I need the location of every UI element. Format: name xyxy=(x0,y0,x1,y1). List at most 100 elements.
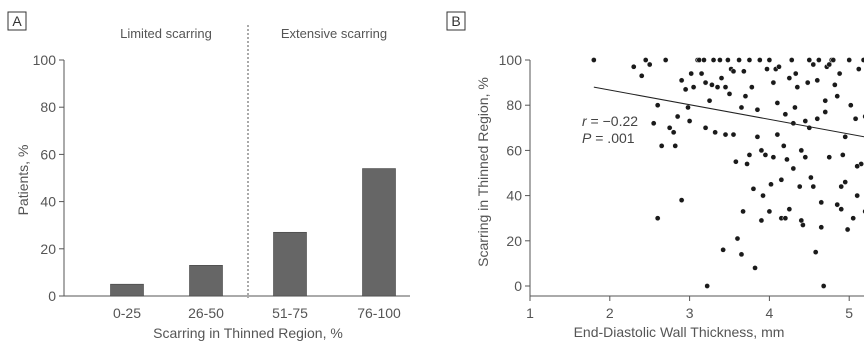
scatter-point xyxy=(826,61,833,68)
scatter-point xyxy=(666,124,673,131)
scatter-point xyxy=(718,75,725,81)
scatter-point xyxy=(796,183,803,190)
scatter-point xyxy=(774,100,781,106)
y-tick-label: 0 xyxy=(48,288,56,304)
scatter-point xyxy=(834,93,841,100)
scatter-point xyxy=(725,57,731,63)
scatter-point xyxy=(710,57,717,63)
scatter-point xyxy=(846,57,853,63)
scatter-point xyxy=(688,70,695,77)
scatter-point xyxy=(733,158,739,165)
scatter-point xyxy=(802,154,809,161)
scatter-point xyxy=(682,86,689,93)
scatter-point xyxy=(726,91,733,97)
scatter-point xyxy=(798,147,805,154)
scatter-point xyxy=(658,143,665,149)
x-tick-label: 5 xyxy=(845,305,853,321)
p-value: = .001 xyxy=(591,130,634,146)
scatter-point xyxy=(642,57,649,63)
bar xyxy=(362,168,396,297)
panel-label-box xyxy=(7,11,27,31)
scatter-point xyxy=(672,143,679,149)
scatter-point xyxy=(738,104,745,111)
scatter-point xyxy=(814,115,821,122)
scatter-point xyxy=(782,215,789,222)
scatter-point xyxy=(770,79,777,86)
panel-label: B xyxy=(451,13,460,29)
scatter-point xyxy=(722,84,729,90)
scatter-point xyxy=(650,120,657,127)
x-tick-label: 4 xyxy=(766,305,774,321)
scatter-point xyxy=(790,165,797,172)
scatter-point xyxy=(836,70,843,77)
scatter-point xyxy=(654,102,661,109)
scatter-point xyxy=(746,57,753,63)
scatter-point xyxy=(758,217,765,224)
p-value-label: P = .001 xyxy=(582,130,635,146)
scatter-point xyxy=(741,68,747,75)
scatter-point xyxy=(788,57,795,63)
scatter-point xyxy=(746,152,753,158)
scatter-point xyxy=(780,143,787,149)
scatter-point xyxy=(776,63,782,70)
scatter-point xyxy=(717,57,723,63)
correlation-label: r = −0.22 xyxy=(582,113,638,129)
x-tick-label: 0-25 xyxy=(113,305,141,321)
scatter-point xyxy=(654,215,661,222)
scatter-point xyxy=(766,208,773,215)
y-tick-label: 80 xyxy=(506,97,522,113)
scatter-point xyxy=(670,129,677,136)
scatter-point xyxy=(702,79,709,86)
scatter-point xyxy=(758,147,765,154)
scatter-point xyxy=(714,84,721,90)
scatter-point xyxy=(678,77,685,84)
scatter-point xyxy=(730,68,737,75)
scatter-point xyxy=(709,82,715,88)
y-tick-label: 40 xyxy=(40,194,56,210)
scatter-point xyxy=(820,283,827,289)
scatter-point xyxy=(764,66,770,72)
scatter-point xyxy=(646,61,653,68)
scatter-point xyxy=(826,154,833,161)
bar xyxy=(110,283,144,297)
scatter-point xyxy=(690,84,697,90)
trend-line xyxy=(593,86,864,138)
scatter-point xyxy=(786,75,793,81)
scatter-point xyxy=(850,215,857,222)
scatter-point xyxy=(702,124,709,131)
scatter-point xyxy=(818,199,825,206)
scatter-point xyxy=(854,163,861,170)
scatter-point xyxy=(685,104,691,111)
scatter-point xyxy=(674,113,681,120)
scatter-point xyxy=(722,131,729,138)
scatter-point xyxy=(686,118,693,124)
y-axis-title: Patients, % xyxy=(15,145,31,216)
bar xyxy=(189,265,223,297)
scatter-point xyxy=(808,174,814,181)
scatter-point xyxy=(792,104,798,111)
scatter-point xyxy=(730,131,737,138)
y-tick-label: 80 xyxy=(40,99,56,115)
scatter-point xyxy=(754,106,761,113)
scatter-point xyxy=(704,283,711,289)
scatter-point xyxy=(798,217,805,224)
scatter-point xyxy=(762,152,769,158)
scatter-point xyxy=(838,206,845,213)
scatter-point xyxy=(712,129,718,136)
y-tick-label: 100 xyxy=(33,52,57,68)
scatter-point xyxy=(778,176,785,183)
y-tick-label: 60 xyxy=(40,146,56,162)
r-symbol: r xyxy=(582,113,588,129)
scatter-point xyxy=(770,154,777,161)
y-tick-label: 40 xyxy=(506,188,522,204)
x-tick-label: 26-50 xyxy=(188,305,224,321)
scatter-point xyxy=(842,179,849,185)
scatter-point xyxy=(638,72,645,79)
y-tick-label: 20 xyxy=(40,241,56,257)
scatter-point xyxy=(752,265,758,271)
scatter-point xyxy=(834,201,841,208)
scatter-point xyxy=(818,224,825,231)
scatter-point xyxy=(794,84,801,90)
scatter-point xyxy=(812,249,819,255)
scatter-point xyxy=(742,93,749,100)
